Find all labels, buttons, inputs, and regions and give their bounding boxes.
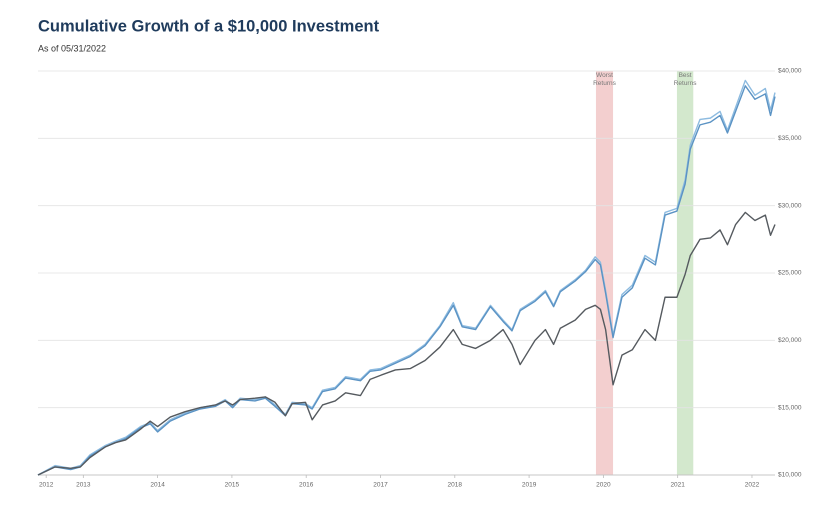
y-tick-label: $25,000 [778,270,802,277]
band-label-box: Worst Returns [593,72,616,87]
x-tick-label: 2016 [299,482,314,489]
x-tick-label: 2020 [596,482,611,489]
x-tick-label: 2013 [76,482,91,489]
x-tick-label: 2014 [150,482,165,489]
series-line [37,79,776,476]
series-line [37,211,776,476]
band-label: Best Returns [673,72,697,87]
chart-subtitle: As of 05/31/2022 [38,43,106,53]
chart-title: Cumulative Growth of a $10,000 Investmen… [38,17,380,35]
x-tick-label: 2021 [670,482,685,489]
y-tick-label: $30,000 [778,202,802,209]
y-tick-label: $40,000 [778,68,802,75]
y-tick-label: $10,000 [778,472,802,479]
y-tick-label: $35,000 [778,135,802,142]
band-label: Worst Returns [593,72,616,87]
x-tick-label: 2019 [522,482,537,489]
series-line [37,85,776,476]
x-tick-label: 2022 [745,482,760,489]
y-tick-label: $20,000 [778,337,802,344]
x-tick-label: 2012 [39,482,54,489]
x-tick-label: 2017 [373,482,388,489]
x-tick-label: 2015 [225,482,240,489]
x-tick-label: 2018 [448,482,463,489]
y-tick-label: $15,000 [778,404,802,411]
band-label-box: Best Returns [673,72,697,87]
